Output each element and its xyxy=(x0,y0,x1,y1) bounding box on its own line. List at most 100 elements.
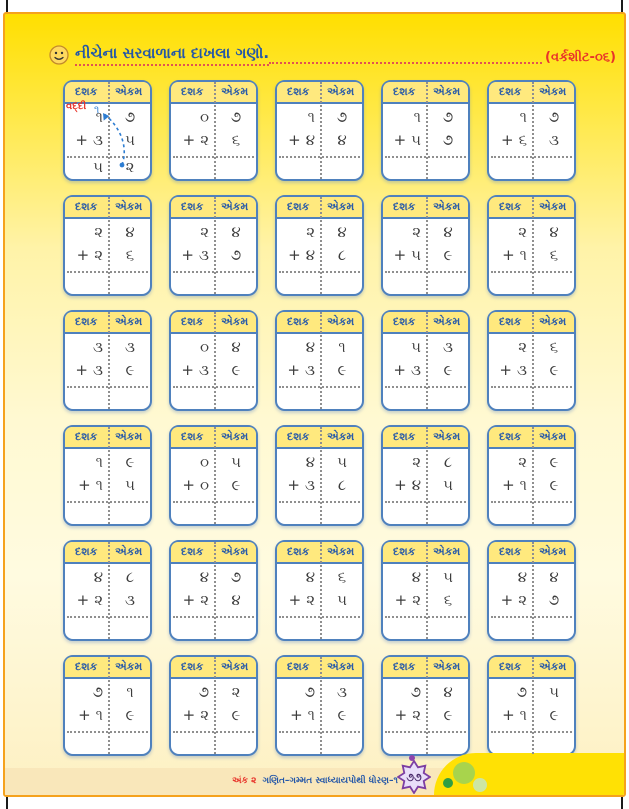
tens-answer-cell[interactable] xyxy=(489,273,527,291)
tens-answer-cell[interactable] xyxy=(171,503,209,521)
tens-answer-cell[interactable] xyxy=(65,503,103,521)
units-answer-cell[interactable] xyxy=(428,388,468,406)
units-answer-cell[interactable] xyxy=(110,503,150,521)
plus-sign: + xyxy=(287,361,300,379)
column-divider xyxy=(425,312,428,409)
units-answer-cell[interactable] xyxy=(216,388,256,406)
sum-box: દશક એકમ ૨ +૧ ૯ ૯ xyxy=(487,425,576,526)
tens-answer-cell[interactable] xyxy=(171,733,209,751)
tens-addend-1: ૪ xyxy=(305,338,315,356)
tens-answer-cell[interactable] xyxy=(171,273,209,291)
tens-addend-2: +૩ xyxy=(75,361,103,379)
tens-addend-1: ૧ xyxy=(519,108,527,126)
units-addend-2: ૫ xyxy=(337,591,347,609)
units-answer-cell[interactable] xyxy=(110,733,150,751)
units-answer-cell[interactable] xyxy=(534,733,574,751)
tens-answer-cell[interactable] xyxy=(383,273,421,291)
tens-answer-cell[interactable] xyxy=(489,733,527,751)
units-answer-cell[interactable] xyxy=(110,388,150,406)
units-answer-cell[interactable] xyxy=(322,158,362,176)
tens-answer-cell[interactable] xyxy=(277,388,315,406)
units-addend-1: ૧ xyxy=(126,683,134,701)
tens-answer-cell[interactable]: ૫ xyxy=(93,158,103,176)
tens-answer-cell[interactable] xyxy=(171,618,209,636)
tens-answer-cell[interactable] xyxy=(65,273,103,291)
tens-answer-cell[interactable] xyxy=(277,503,315,521)
tens-answer-cell[interactable] xyxy=(171,158,209,176)
tens-answer-cell[interactable] xyxy=(489,388,527,406)
units-addend-1: ૯ xyxy=(125,453,135,471)
units-answer-cell[interactable] xyxy=(216,618,256,636)
units-answer-cell[interactable] xyxy=(216,503,256,521)
tens-answer-cell[interactable] xyxy=(171,388,209,406)
units-answer-cell[interactable] xyxy=(428,733,468,751)
tens-answer-cell[interactable] xyxy=(489,158,527,176)
units-addend-1: ૪ xyxy=(231,338,241,356)
units-answer-cell[interactable] xyxy=(322,273,362,291)
column-divider xyxy=(425,542,428,639)
units-addend-1: ૭ xyxy=(124,108,136,126)
units-answer-cell[interactable] xyxy=(216,273,256,291)
sum-box: દશક એકમ ૪ +૩ ૫ ૮ xyxy=(275,425,364,526)
units-addend-1: ૪ xyxy=(549,568,559,586)
units-answer-cell[interactable] xyxy=(322,503,362,521)
tens-header-label: દશક xyxy=(75,430,98,443)
worksheet-page: નીચેના સરવાળાના દાખલા ગણો. (વર્કશીટ-૦૬) … xyxy=(3,12,626,797)
tens-answer-cell[interactable] xyxy=(489,618,527,636)
units-addend-2: ૯ xyxy=(231,361,241,379)
tens-addend-1: ૭ xyxy=(198,683,209,701)
units-addend-2: ૫ xyxy=(125,131,135,149)
units-answer-cell[interactable] xyxy=(534,503,574,521)
tens-answer-cell[interactable] xyxy=(277,618,315,636)
units-answer-cell[interactable] xyxy=(216,733,256,751)
tens-answer-cell[interactable] xyxy=(277,733,315,751)
tens-header-label: દશક xyxy=(181,85,204,98)
column-divider xyxy=(425,427,428,524)
units-answer-cell[interactable] xyxy=(534,158,574,176)
tens-answer-cell[interactable] xyxy=(383,158,421,176)
units-answer-cell[interactable] xyxy=(322,618,362,636)
units-answer-cell[interactable] xyxy=(428,503,468,521)
tens-addend-2: +૩ xyxy=(287,361,315,379)
units-addend-1: ૫ xyxy=(549,683,559,701)
tens-answer-cell[interactable] xyxy=(65,618,103,636)
plus-sign: + xyxy=(76,246,90,264)
units-answer-cell[interactable] xyxy=(534,388,574,406)
units-header-label: એકમ xyxy=(433,200,461,213)
tens-answer-cell[interactable] xyxy=(65,733,103,751)
sum-box: દશક એકમ ૨ +૧ ૪ ૬ xyxy=(487,195,576,296)
tens-answer-cell[interactable] xyxy=(277,273,315,291)
tens-answer-cell[interactable] xyxy=(383,503,421,521)
tens-header-label: દશક xyxy=(393,315,416,328)
tens-answer-cell[interactable] xyxy=(383,733,421,751)
units-answer-cell[interactable]: ૨ xyxy=(125,158,135,176)
plus-sign: + xyxy=(78,476,91,494)
tens-addend-2: +૨ xyxy=(394,706,421,724)
units-answer-cell[interactable] xyxy=(534,618,574,636)
tens-answer-cell[interactable] xyxy=(65,388,103,406)
units-addend-2: ૯ xyxy=(443,246,453,264)
tens-answer-cell[interactable] xyxy=(383,618,421,636)
units-answer-cell[interactable] xyxy=(534,273,574,291)
tens-answer-cell[interactable] xyxy=(277,158,315,176)
units-addend-1: ૭ xyxy=(230,568,242,586)
units-addend-2: ૯ xyxy=(231,706,241,724)
plus-sign: + xyxy=(394,476,407,494)
tens-answer-cell[interactable] xyxy=(383,388,421,406)
sum-box: દશક એકમ ૭ +૨ ૨ ૯ xyxy=(169,655,258,756)
plus-sign: + xyxy=(499,361,512,379)
units-answer-cell[interactable] xyxy=(322,733,362,751)
units-answer-cell[interactable] xyxy=(322,388,362,406)
units-answer-cell[interactable] xyxy=(428,273,468,291)
units-answer-cell[interactable] xyxy=(110,273,150,291)
tens-addend-1: ૪ xyxy=(517,568,527,586)
units-answer-cell[interactable] xyxy=(216,158,256,176)
units-header-label: એકમ xyxy=(539,660,567,673)
sum-box: દશક એકમ ૦ +૦ ૫ ૯ xyxy=(169,425,258,526)
tens-answer-cell[interactable] xyxy=(489,503,527,521)
column-divider xyxy=(531,657,534,754)
units-answer-cell[interactable] xyxy=(428,158,468,176)
units-answer-cell[interactable] xyxy=(428,618,468,636)
plus-sign: + xyxy=(502,246,515,264)
units-answer-cell[interactable] xyxy=(110,618,150,636)
